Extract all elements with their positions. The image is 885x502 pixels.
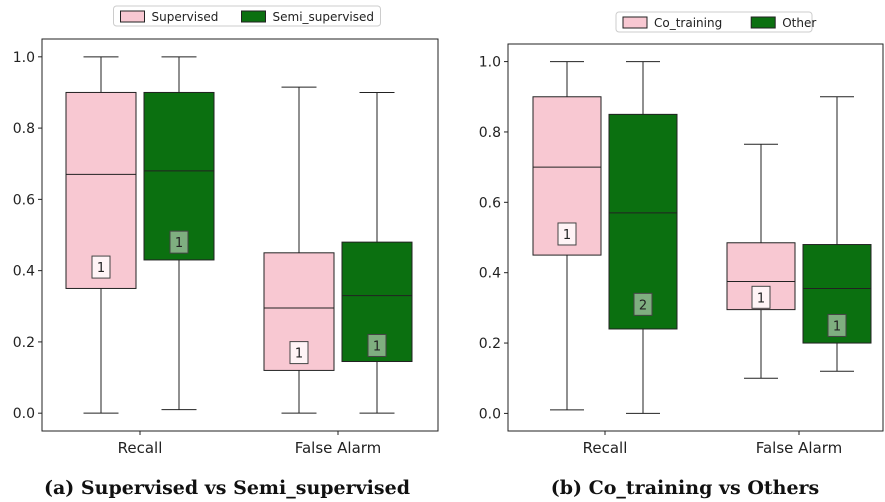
subfigure-caption: (a) Supervised vs Semi_supervised bbox=[44, 477, 410, 499]
legend: Co_training Other bbox=[615, 11, 816, 33]
legend-swatch bbox=[750, 16, 776, 29]
box-other-recall: 2 bbox=[608, 61, 678, 414]
legend-label: Semi_supervised bbox=[273, 10, 375, 24]
subfigure-caption: (b) Co_training vs Others bbox=[551, 477, 820, 499]
rank-label: 1 bbox=[563, 228, 571, 243]
plot-frame bbox=[507, 43, 884, 432]
box-other-false-alarm: 1 bbox=[802, 96, 872, 372]
box-supervised-false-alarm: 1 bbox=[263, 86, 335, 414]
chart-panel-a: 0.0 0.2 0.4 0.6 0.8 1.0 Recall False Alarm 1 1 1 1 S… bbox=[13, 5, 439, 499]
rank-label: 1 bbox=[175, 236, 183, 251]
y-tick-label: 0.2 bbox=[13, 335, 35, 351]
legend-swatch bbox=[622, 16, 648, 29]
y-tick-label: 1.0 bbox=[13, 50, 35, 66]
rank-label: 1 bbox=[757, 291, 765, 306]
rank-badge bbox=[289, 341, 309, 365]
rank-label: 1 bbox=[373, 339, 381, 354]
plot-frame bbox=[41, 38, 439, 432]
chart-panel-b: 0.0 0.2 0.4 0.6 0.8 1.0 Recall False Alarm 1 1 2 1 C… bbox=[479, 11, 884, 499]
rank-badge bbox=[633, 292, 653, 316]
legend-label: Co_training bbox=[654, 16, 722, 30]
legend-label: Other bbox=[782, 16, 816, 30]
x-tick-label: Recall bbox=[583, 439, 628, 457]
rank-badge bbox=[367, 333, 387, 357]
rank-label: 1 bbox=[295, 347, 303, 362]
x-tick-label: False Alarm bbox=[756, 439, 843, 457]
y-tick-label: 0.8 bbox=[479, 125, 501, 141]
rank-badge bbox=[169, 230, 189, 254]
legend-swatch bbox=[120, 10, 145, 23]
y-tick-label: 0.0 bbox=[13, 406, 35, 422]
x-tick-label: False Alarm bbox=[295, 439, 382, 457]
y-tick-label: 0.4 bbox=[13, 264, 35, 280]
legend: Supervised Semi_supervised bbox=[113, 5, 381, 27]
rank-badge bbox=[557, 222, 577, 246]
rank-badge bbox=[751, 285, 771, 309]
x-tick-label: Recall bbox=[118, 439, 163, 457]
y-tick-label: 1.0 bbox=[479, 55, 501, 71]
y-tick-label: 0.6 bbox=[13, 192, 35, 208]
box-semi-supervised-recall: 1 bbox=[143, 56, 215, 411]
legend-swatch bbox=[241, 10, 266, 23]
rank-label: 1 bbox=[97, 261, 105, 276]
rank-label: 2 bbox=[639, 298, 647, 313]
y-tick-label: 0.2 bbox=[479, 336, 501, 352]
legend-label: Supervised bbox=[152, 10, 219, 24]
box-co-training-false-alarm: 1 bbox=[726, 143, 796, 379]
box-semi-supervised-false-alarm: 1 bbox=[341, 91, 413, 414]
rank-badge bbox=[91, 255, 111, 279]
box-supervised-recall: 1 bbox=[65, 56, 137, 414]
y-tick-label: 0.0 bbox=[479, 406, 501, 422]
y-tick-label: 0.6 bbox=[479, 195, 501, 211]
box-co-training-recall: 1 bbox=[532, 61, 602, 411]
rank-label: 1 bbox=[833, 319, 841, 334]
y-tick-label: 0.4 bbox=[479, 266, 501, 282]
rank-badge bbox=[827, 313, 847, 337]
y-tick-label: 0.8 bbox=[13, 121, 35, 137]
